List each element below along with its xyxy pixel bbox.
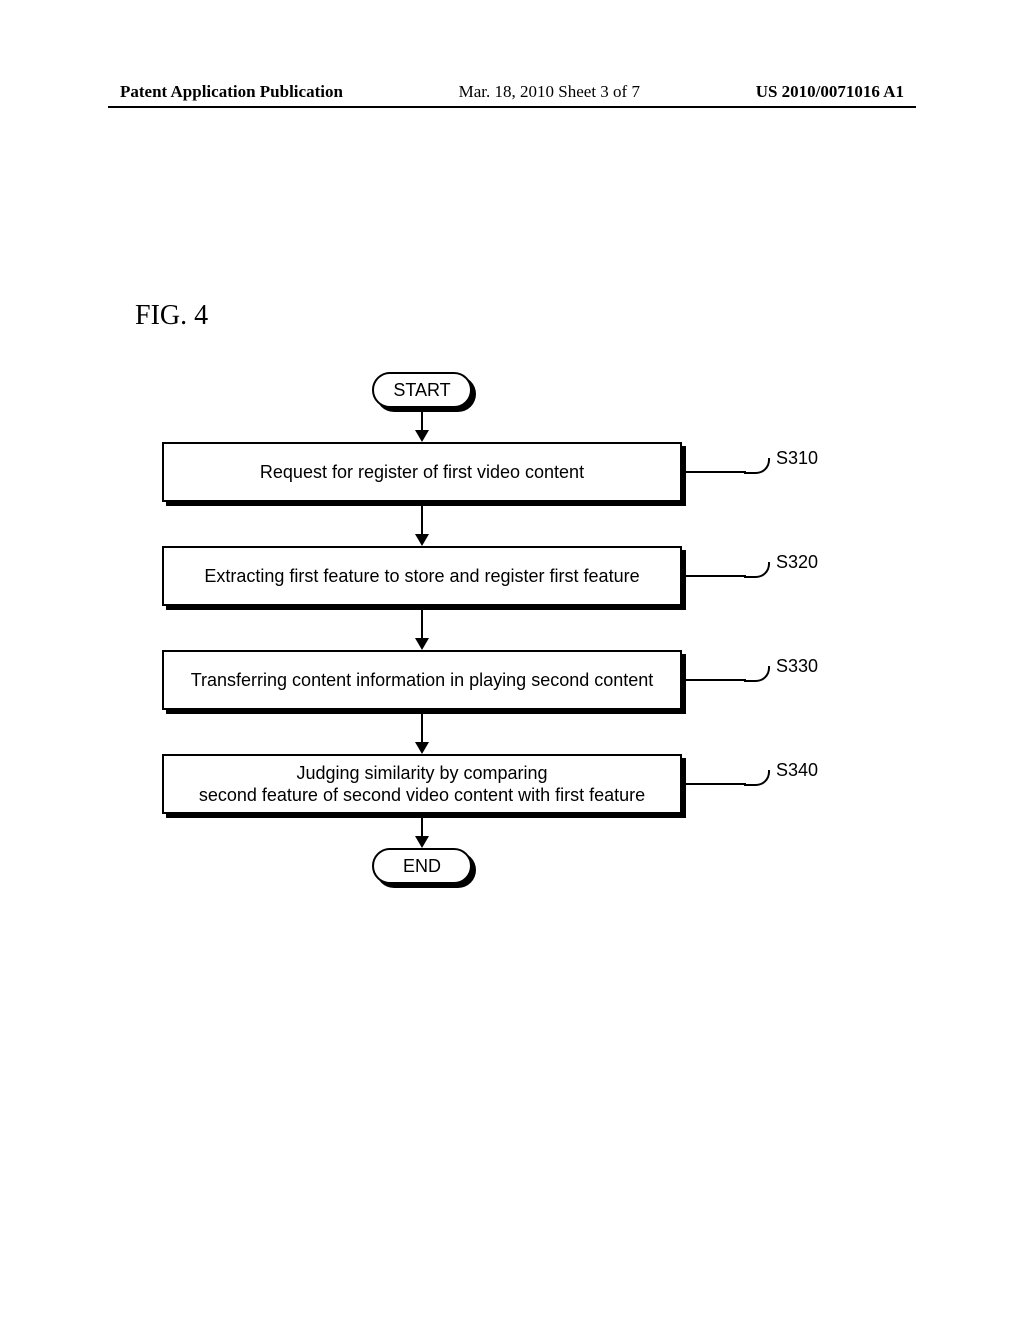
lead-line <box>686 575 746 577</box>
header-left: Patent Application Publication <box>120 82 343 102</box>
step-label-s320: S320 <box>776 552 818 573</box>
flow-arrow <box>415 408 429 442</box>
s310-text: Request for register of first video cont… <box>260 461 584 484</box>
lead-curve <box>744 562 770 578</box>
flow-arrow <box>415 502 429 546</box>
page-header: Patent Application Publication Mar. 18, … <box>0 82 1024 102</box>
step-label-s330: S330 <box>776 656 818 677</box>
lead-curve <box>744 666 770 682</box>
header-center: Mar. 18, 2010 Sheet 3 of 7 <box>459 82 640 102</box>
end-label: END <box>372 848 472 884</box>
s330-text: Transferring content information in play… <box>191 669 654 692</box>
header-right: US 2010/0071016 A1 <box>756 82 904 102</box>
s310-process: Request for register of first video cont… <box>162 442 682 502</box>
step-label-s340: S340 <box>776 760 818 781</box>
step-row-s330: Transferring content information in play… <box>0 650 1024 710</box>
flow-arrow <box>415 814 429 848</box>
flowchart: START Request for register of first video… <box>0 372 1024 884</box>
header-rule <box>108 106 916 108</box>
s340-process: Judging similarity by comparingsecond fe… <box>162 754 682 814</box>
s320-process: Extracting first feature to store and re… <box>162 546 682 606</box>
lead-curve <box>744 770 770 786</box>
step-row-s340: Judging similarity by comparingsecond fe… <box>0 754 1024 814</box>
step-label-s310: S310 <box>776 448 818 469</box>
lead-line <box>686 679 746 681</box>
lead-line <box>686 471 746 473</box>
end-terminal: END <box>372 848 472 884</box>
figure-label: FIG. 4 <box>135 300 208 332</box>
step-row-s310: Request for register of first video cont… <box>0 442 1024 502</box>
s340-text: Judging similarity by comparing <box>296 762 547 785</box>
step-row-s320: Extracting first feature to store and re… <box>0 546 1024 606</box>
start-terminal: START <box>372 372 472 408</box>
lead-line <box>686 783 746 785</box>
s320-text: Extracting first feature to store and re… <box>204 565 639 588</box>
page: Patent Application Publication Mar. 18, … <box>0 0 1024 1320</box>
s340-text: second feature of second video content w… <box>199 784 645 807</box>
start-label: START <box>372 372 472 408</box>
lead-curve <box>744 458 770 474</box>
s330-process: Transferring content information in play… <box>162 650 682 710</box>
flow-arrow <box>415 710 429 754</box>
flow-arrow <box>415 606 429 650</box>
